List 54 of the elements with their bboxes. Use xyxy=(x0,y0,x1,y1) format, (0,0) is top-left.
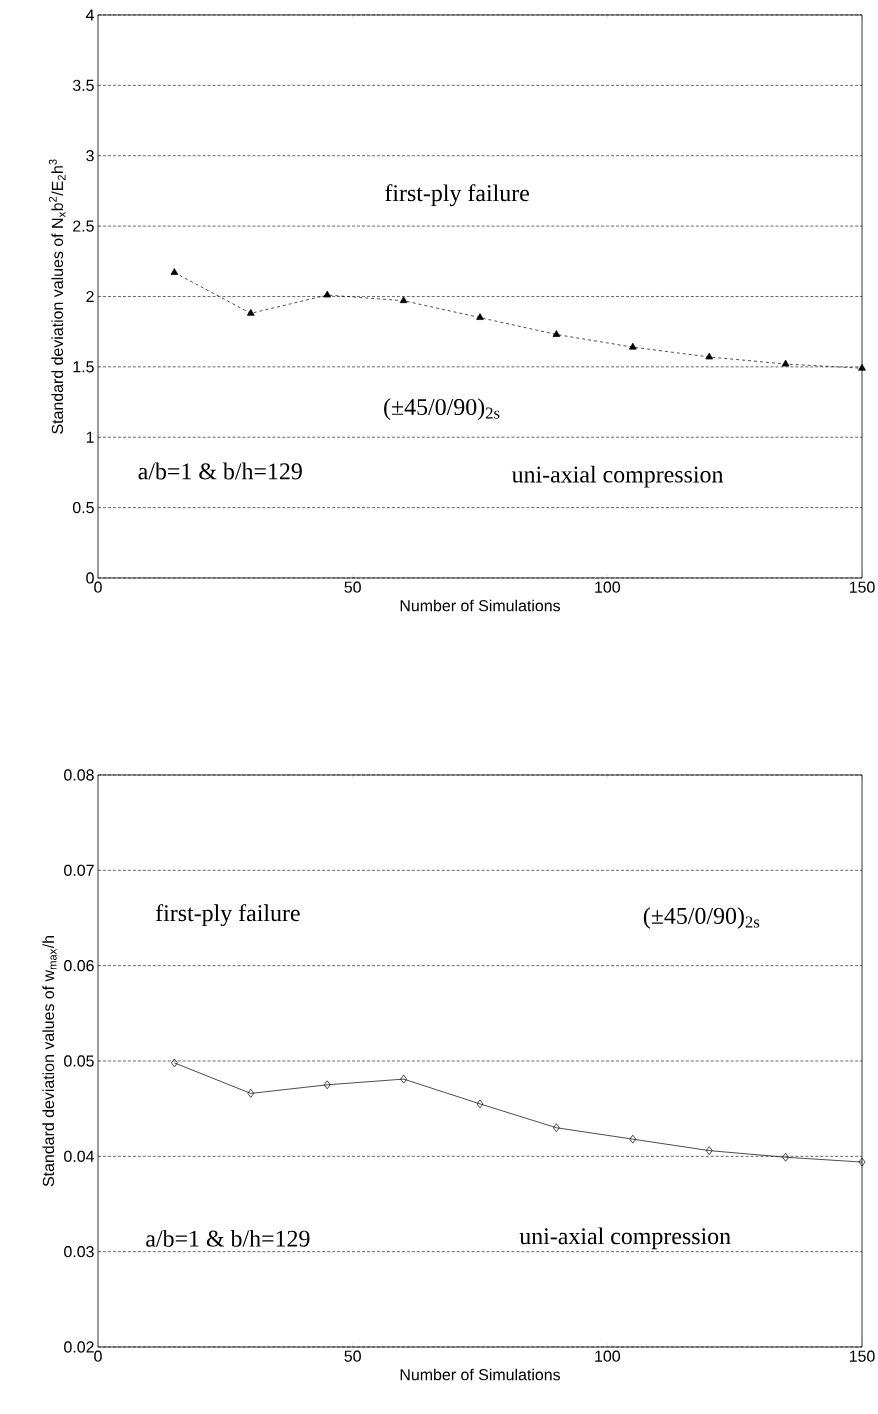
point xyxy=(323,290,332,298)
point xyxy=(705,352,714,360)
point xyxy=(629,342,637,350)
y-tick-label: 0.04 xyxy=(64,1150,95,1162)
y-tick-label: 3 xyxy=(86,150,94,162)
x-axis-title: Number of Simulations xyxy=(400,599,561,612)
y-tick-label: 1 xyxy=(86,431,94,443)
point xyxy=(629,1134,637,1144)
annotation: first-ply failure xyxy=(385,184,529,207)
point xyxy=(552,330,561,337)
y-tick-label: 2 xyxy=(86,290,94,303)
point xyxy=(781,359,790,367)
y-tick-label: 0.5 xyxy=(72,501,94,514)
point xyxy=(171,1058,178,1068)
point xyxy=(399,296,408,304)
x-tick-label: 100 xyxy=(595,581,621,593)
annotation: a/b=1 & b/h=129 xyxy=(146,1229,310,1247)
y-tick-label: 0.07 xyxy=(64,864,94,876)
y-tick-label: 0.08 xyxy=(64,769,94,781)
y-tick-label: 0.02 xyxy=(64,1341,94,1353)
x-tick-label: 150 xyxy=(849,1350,875,1362)
point xyxy=(553,1123,560,1133)
y-axis-title: Standard deviation values of N$_{x}$b$^{2}$/E$_{2}$h$^{3}$ xyxy=(48,159,66,434)
y-tick-label: 0 xyxy=(86,572,94,584)
y-tick-label: 0.06 xyxy=(64,960,94,972)
x-tick-label: 100 xyxy=(595,1350,621,1362)
annotation: a/b=1 & b/h=129 xyxy=(138,462,302,480)
point xyxy=(782,1152,789,1162)
point xyxy=(705,1146,713,1155)
y-tick-label: 1.5 xyxy=(73,361,94,373)
point xyxy=(476,1099,484,1109)
y-tick-label: 0.03 xyxy=(64,1246,94,1258)
point xyxy=(323,1080,331,1090)
y-tick-label: 4 xyxy=(85,9,95,21)
y-axis-title: Standard deviation values of w$_{max}$/h xyxy=(42,936,57,1187)
point xyxy=(170,268,179,275)
x-tick-label: 50 xyxy=(344,1350,361,1362)
x-tick-label: 50 xyxy=(344,581,361,593)
x-tick-label: 150 xyxy=(849,581,875,593)
y-tick-label: 0.05 xyxy=(64,1055,94,1067)
annotation: (±45/0/90)$_{2s}$ xyxy=(643,907,760,929)
point xyxy=(246,309,255,316)
point xyxy=(400,1074,407,1084)
point xyxy=(858,1157,866,1167)
annotation: (±45/0/90)$_{2s}$ xyxy=(384,398,500,420)
point xyxy=(476,313,484,320)
annotation: uni-axial compression xyxy=(511,465,724,488)
x-axis-title: Number of Simulations xyxy=(400,1368,561,1381)
annotation: uni-axial compression xyxy=(519,1227,731,1250)
point xyxy=(247,1089,255,1098)
y-tick-label: 2.5 xyxy=(73,220,94,232)
y-tick-label: 3.5 xyxy=(72,79,94,91)
annotation: first-ply failure xyxy=(155,904,300,927)
point xyxy=(858,363,866,371)
